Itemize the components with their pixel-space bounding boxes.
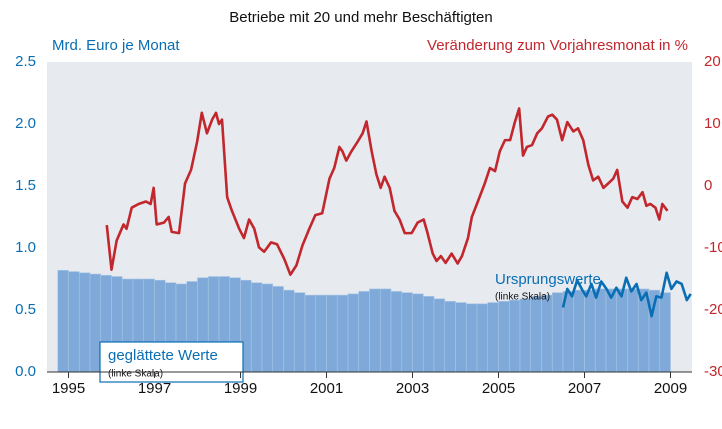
annotation-note: (linke Skala) (108, 369, 163, 380)
line (105, 107, 669, 276)
x-tick-label: 2001 (310, 380, 343, 397)
x-tick-label: 2003 (396, 380, 429, 397)
bar (250, 282, 263, 373)
x-tick-label: 1995 (52, 380, 85, 397)
bar (261, 283, 274, 373)
bar (465, 303, 478, 373)
bar (433, 298, 446, 373)
bar (272, 286, 284, 373)
annotation-note: (linke Skala) (495, 292, 550, 303)
y2-tick-label: -10 (704, 239, 722, 256)
bar (551, 292, 564, 373)
bar (293, 292, 306, 373)
bar (379, 288, 392, 373)
y-tick-label: 2.5 (15, 53, 36, 70)
bar (78, 272, 91, 373)
x-tick-label: 1997 (138, 380, 171, 397)
y-axis-label: Mrd. Euro je Monat (52, 37, 180, 54)
bar (541, 294, 553, 373)
annotation-label: geglättete Werte (108, 347, 218, 364)
bar (422, 296, 435, 373)
y2-tick-label: 0 (704, 177, 712, 194)
bar (315, 294, 327, 373)
bar (401, 292, 413, 373)
bar (89, 273, 102, 373)
bar (476, 303, 489, 373)
y-tick-label: 0.5 (15, 301, 36, 318)
bar (336, 294, 349, 373)
bar (530, 296, 542, 373)
x-tick-label: 2005 (482, 380, 515, 397)
bar (594, 288, 607, 373)
bar (659, 292, 671, 373)
line (561, 271, 692, 318)
y2-tick-label: -20 (704, 301, 722, 318)
bar (57, 270, 69, 373)
y2-tick-label: -30 (704, 363, 722, 380)
bar (304, 294, 317, 373)
bar (68, 271, 80, 373)
bar (627, 288, 639, 373)
y-tick-label: 1.0 (15, 239, 36, 256)
y2-tick-label: 10 (704, 115, 721, 132)
bar (519, 298, 532, 373)
bar (508, 299, 521, 373)
x-tick-label: 1999 (224, 380, 257, 397)
annotation-label: Ursprungswerte (495, 271, 601, 288)
bar (605, 288, 618, 373)
bar (326, 294, 338, 373)
bar (498, 301, 510, 373)
y2-axis-label: Veränderung zum Vorjahresmonat in % (427, 37, 688, 54)
bar (584, 289, 596, 373)
bar (616, 288, 628, 373)
bar (573, 289, 585, 373)
bar (455, 302, 467, 373)
bar (369, 288, 381, 373)
bar (283, 289, 295, 373)
bar (412, 293, 424, 373)
bar (390, 291, 403, 373)
x-tick-label: 2007 (568, 380, 601, 397)
x-tick-label: 2009 (654, 380, 687, 397)
bar (358, 291, 370, 373)
y-tick-label: 0.0 (15, 363, 36, 380)
y-tick-label: 2.0 (15, 115, 36, 132)
bar (347, 293, 360, 373)
y2-tick-label: 20 (704, 53, 721, 70)
bar (487, 302, 499, 373)
annotation-box (99, 341, 244, 383)
y-tick-label: 1.5 (15, 177, 36, 194)
bar (444, 301, 456, 373)
chart-title: Betriebe mit 20 und mehr Beschäftigten (229, 9, 492, 26)
